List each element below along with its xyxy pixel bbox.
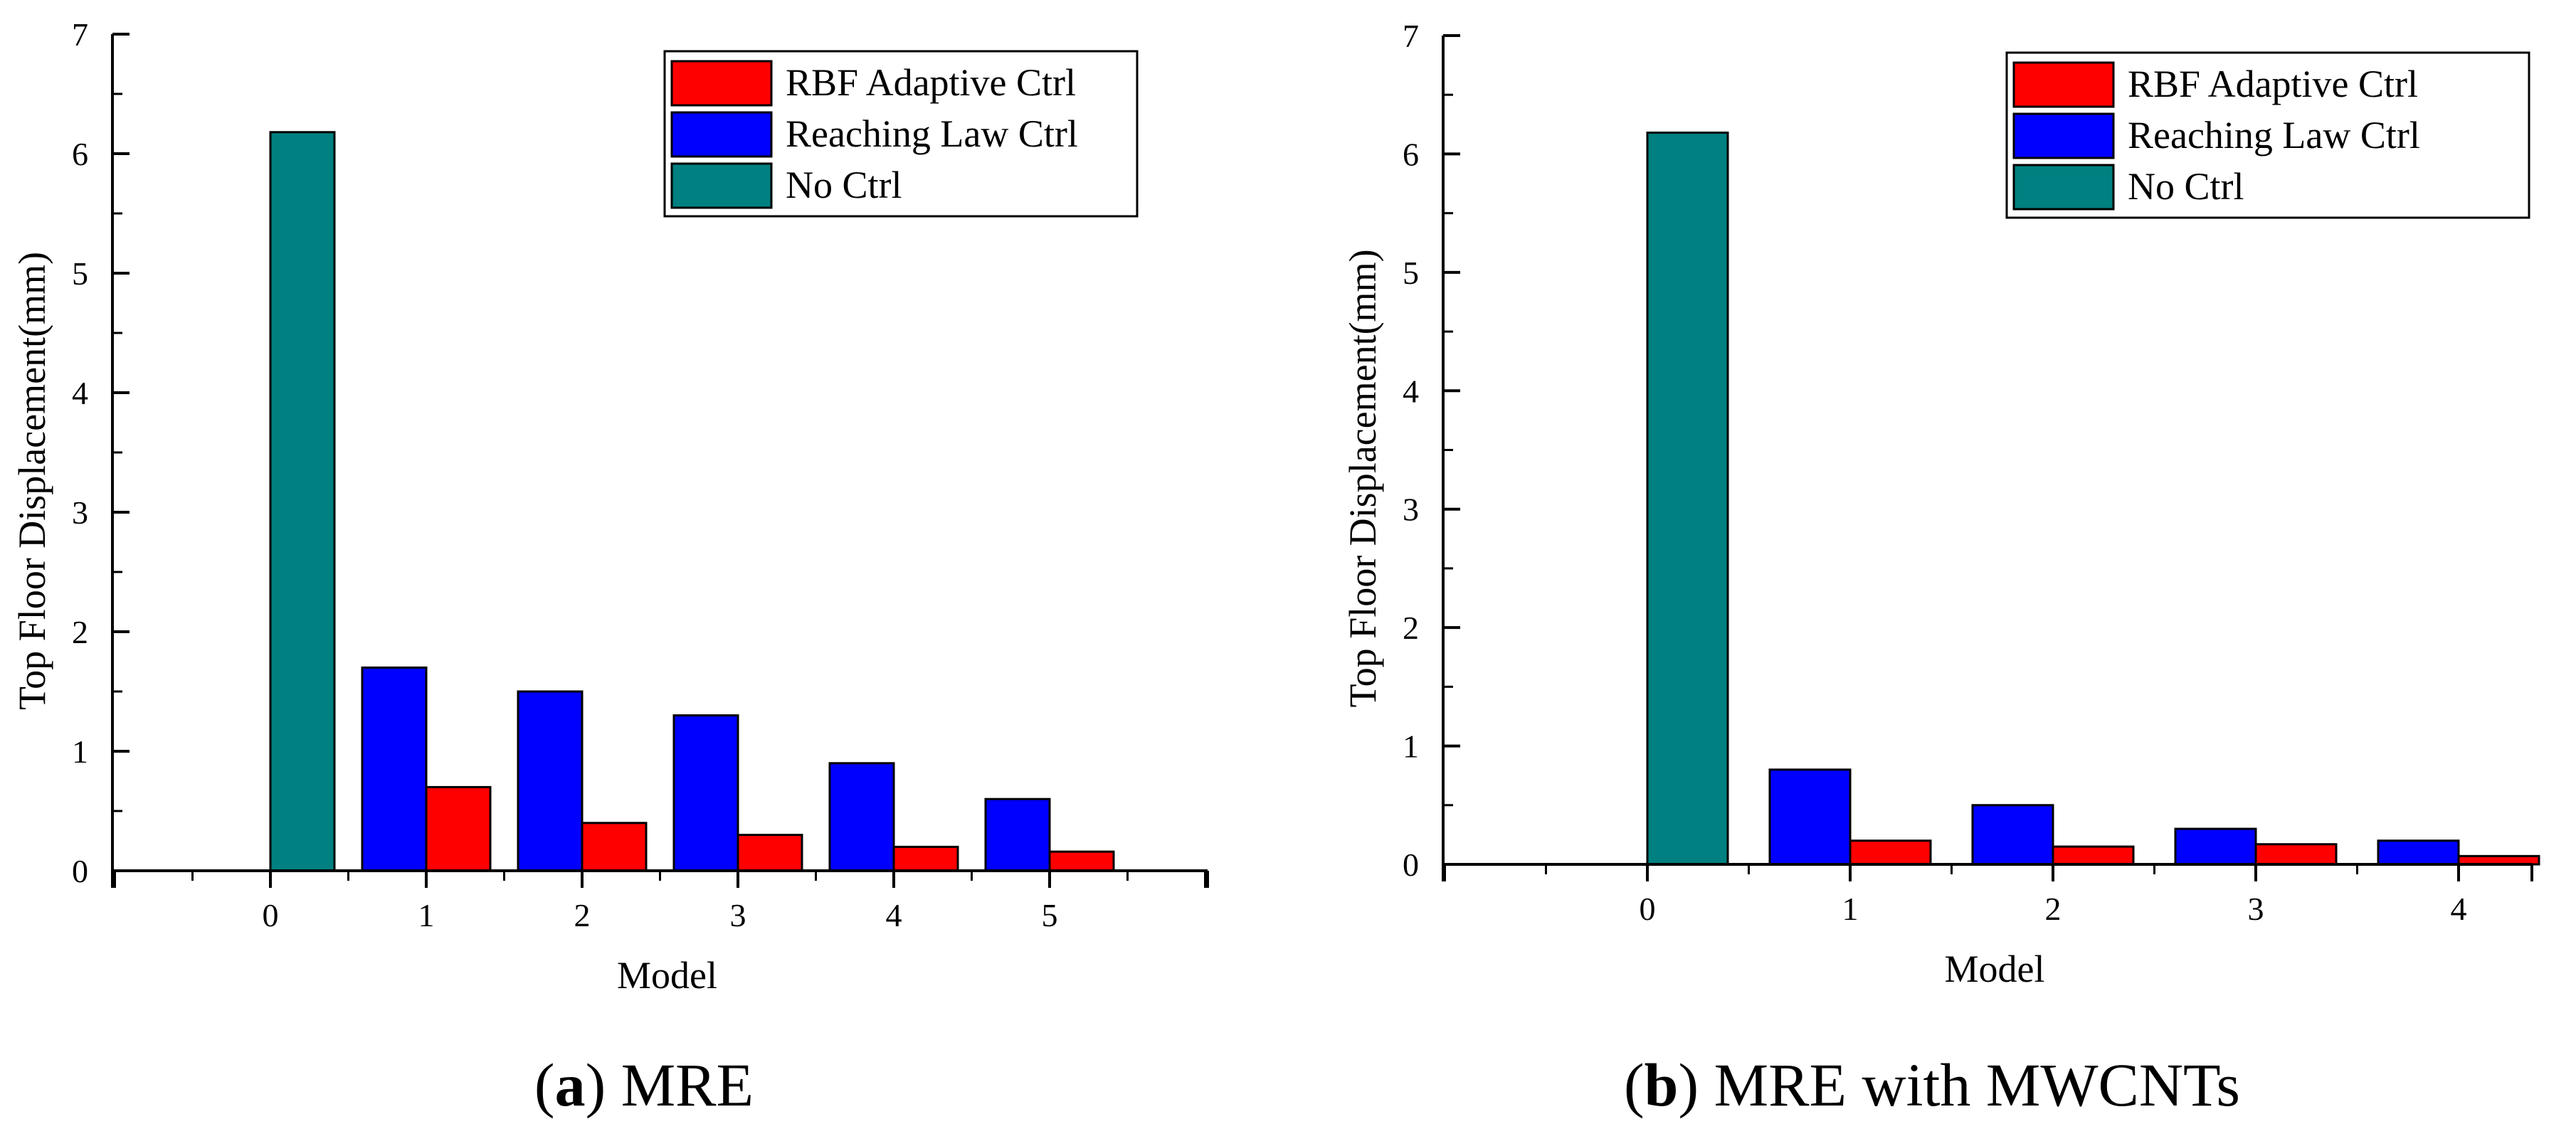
x-tick-label: 5: [1042, 897, 1058, 933]
legend-swatch: [2012, 61, 2115, 108]
bar-rbf-adaptive-ctrl-model-4: [892, 845, 959, 872]
bar-no-ctrl-model-0: [1646, 131, 1729, 866]
y-tick-label: 3: [72, 494, 88, 531]
bar-reaching-law-ctrl-model-1: [1768, 768, 1852, 866]
bar-no-ctrl-model-0: [269, 131, 336, 872]
x-tick-label: 4: [886, 897, 902, 933]
y-tick-label: 7: [1403, 18, 1419, 54]
legend-swatch: [2012, 164, 2115, 211]
caption-b: (b) MRE with MWCNTs: [1624, 1051, 2240, 1119]
bar-reaching-law-ctrl-model-3: [672, 714, 739, 872]
x-axis-title: Model: [1945, 948, 2045, 990]
y-tick-label: 3: [1403, 492, 1419, 528]
x-tick-label: 2: [2045, 891, 2062, 927]
legend-label: No Ctrl: [786, 164, 902, 206]
y-tick-label: 5: [1403, 255, 1419, 291]
x-tick-label: 0: [1640, 891, 1656, 927]
y-tick-label: 6: [1403, 136, 1419, 172]
bar-reaching-law-ctrl-model-2: [517, 690, 584, 872]
caption-a: (a) MRE: [534, 1051, 754, 1119]
chart-b: 0 1 2 3 4 5 6 7 0 1 2 3 4 Model Top Floor Displacement…: [1341, 18, 2540, 990]
legend-label: Reaching Law Ctrl: [2128, 114, 2420, 157]
y-tick-label: 4: [72, 375, 88, 411]
y-tick-label: 4: [1403, 373, 1419, 409]
bar-rbf-adaptive-ctrl-model-2: [581, 822, 648, 872]
chart-a: 0 1 2 3 4 5 6 7 0 1 2 3 4 5 Model Top Floor Displacemen…: [11, 16, 1209, 997]
x-tick-label: 1: [418, 897, 435, 933]
y-tick-label: 0: [72, 853, 88, 889]
y-tick-label: 7: [72, 16, 88, 53]
bar-reaching-law-ctrl-model-3: [2174, 827, 2257, 866]
x-tick-label: 2: [574, 897, 591, 933]
legend-label: RBF Adaptive Ctrl: [2128, 63, 2418, 105]
bar-reaching-law-ctrl-model-4: [2377, 839, 2460, 866]
legend-label: RBF Adaptive Ctrl: [786, 61, 1076, 104]
bar-reaching-law-ctrl-model-2: [1971, 804, 2054, 866]
legend-swatch: [670, 162, 773, 209]
chart-panel-a: 0 1 2 3 4 5 6 7 0 1 2 3 4 5 Model Top Floor Displacemen…: [11, 16, 1209, 1119]
bar-rbf-adaptive-ctrl-model-3: [2254, 843, 2338, 866]
bar-reaching-law-ctrl-model-4: [828, 762, 895, 872]
y-tick-label: 2: [1403, 610, 1419, 646]
legend-swatch: [2012, 112, 2115, 159]
x-tick-label: 3: [730, 897, 746, 933]
bar-rbf-adaptive-ctrl-model-2: [2052, 845, 2135, 866]
y-axis-title: Top Floor Displacement(mm): [11, 252, 53, 710]
bar-rbf-adaptive-ctrl-model-1: [1849, 839, 1932, 866]
y-axis-title: Top Floor Displacement(mm): [1341, 249, 1384, 707]
bar-reaching-law-ctrl-model-1: [361, 666, 428, 872]
y-tick-label: 1: [1403, 728, 1419, 765]
y-tick-label: 2: [72, 614, 88, 650]
legend-label: No Ctrl: [2128, 165, 2244, 208]
legend-label: Reaching Law Ctrl: [786, 112, 1078, 155]
bar-rbf-adaptive-ctrl-model-5: [1048, 850, 1115, 872]
x-tick-label: 0: [263, 897, 279, 933]
chart-panel-b: 0 1 2 3 4 5 6 7 0 1 2 3 4 Model Top Floor Displacement…: [1288, 0, 2576, 1129]
y-tick-label: 6: [72, 136, 88, 172]
y-tick-label: 1: [72, 733, 88, 770]
bar-rbf-adaptive-ctrl-model-3: [737, 834, 803, 872]
x-tick-label: 1: [1842, 891, 1859, 927]
x-axis-title: Model: [617, 954, 717, 997]
x-tick-label: 3: [2248, 891, 2264, 927]
y-tick-label: 0: [1403, 847, 1419, 883]
x-tick-label: 4: [2451, 891, 2467, 927]
legend-swatch: [670, 60, 773, 107]
legend-swatch: [670, 111, 773, 158]
bar-reaching-law-ctrl-model-5: [984, 797, 1051, 872]
bar-rbf-adaptive-ctrl-model-1: [425, 785, 492, 872]
y-tick-label: 5: [72, 255, 88, 292]
